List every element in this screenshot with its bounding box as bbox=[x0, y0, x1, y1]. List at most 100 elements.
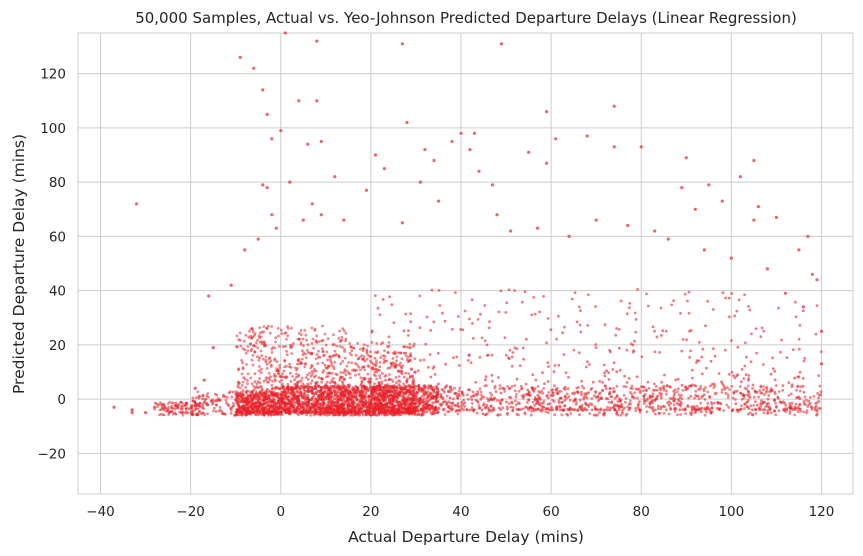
data-point bbox=[408, 391, 411, 394]
data-point bbox=[301, 353, 305, 357]
data-point bbox=[419, 398, 423, 402]
data-point bbox=[774, 413, 778, 417]
data-point bbox=[733, 314, 737, 318]
data-point bbox=[723, 348, 727, 352]
data-point bbox=[368, 383, 372, 387]
data-point bbox=[406, 411, 409, 414]
data-point bbox=[437, 382, 440, 386]
data-point bbox=[303, 394, 306, 398]
data-point bbox=[488, 320, 491, 323]
data-point bbox=[687, 290, 691, 294]
data-point bbox=[793, 413, 797, 417]
data-point bbox=[754, 327, 758, 331]
data-point bbox=[380, 386, 383, 389]
data-point bbox=[700, 372, 704, 376]
data-point bbox=[541, 401, 545, 405]
data-point bbox=[706, 299, 709, 303]
data-point bbox=[731, 408, 735, 412]
data-point bbox=[391, 380, 395, 383]
data-point bbox=[387, 341, 391, 344]
data-point bbox=[779, 350, 782, 354]
data-point bbox=[689, 349, 693, 353]
data-point bbox=[201, 411, 204, 414]
data-point bbox=[190, 403, 194, 407]
data-point bbox=[346, 396, 350, 399]
data-point bbox=[388, 373, 391, 376]
data-point bbox=[270, 387, 274, 391]
data-point bbox=[335, 396, 339, 399]
data-point bbox=[293, 383, 297, 386]
data-point bbox=[276, 410, 279, 414]
data-point bbox=[358, 405, 362, 409]
data-point bbox=[567, 375, 570, 379]
data-point bbox=[762, 329, 766, 333]
data-point bbox=[405, 381, 409, 384]
data-point bbox=[805, 409, 809, 413]
data-point bbox=[506, 385, 509, 388]
data-point bbox=[817, 393, 821, 397]
data-point bbox=[278, 344, 281, 348]
data-point bbox=[429, 411, 433, 414]
data-point bbox=[393, 391, 397, 395]
data-point bbox=[664, 408, 668, 412]
data-point bbox=[265, 388, 269, 391]
data-point bbox=[461, 328, 465, 332]
data-point bbox=[510, 355, 514, 359]
data-point bbox=[395, 407, 399, 411]
data-point bbox=[347, 371, 351, 375]
data-point bbox=[283, 393, 287, 397]
data-point bbox=[180, 411, 184, 415]
data-point bbox=[280, 332, 284, 336]
data-point bbox=[235, 334, 239, 338]
data-point bbox=[376, 350, 380, 353]
data-point bbox=[359, 389, 363, 393]
data-point bbox=[504, 353, 508, 357]
data-point bbox=[762, 385, 765, 388]
data-point bbox=[392, 352, 396, 356]
data-point bbox=[698, 387, 702, 391]
data-point bbox=[202, 407, 206, 410]
data-point bbox=[457, 364, 461, 367]
data-point bbox=[557, 399, 561, 403]
data-point bbox=[475, 411, 479, 415]
data-point bbox=[659, 394, 663, 397]
data-point bbox=[748, 396, 752, 399]
data-point bbox=[166, 402, 170, 405]
data-point bbox=[315, 380, 319, 384]
data-point bbox=[264, 355, 268, 359]
data-point bbox=[601, 388, 604, 392]
data-point bbox=[483, 384, 487, 388]
data-point bbox=[367, 398, 371, 402]
data-point bbox=[252, 385, 256, 388]
data-point bbox=[466, 359, 470, 362]
data-point bbox=[471, 322, 474, 325]
data-point bbox=[358, 402, 361, 406]
data-point bbox=[402, 375, 406, 379]
data-point bbox=[320, 388, 323, 392]
data-point bbox=[635, 375, 639, 379]
data-point bbox=[615, 395, 619, 398]
data-point bbox=[344, 373, 348, 377]
data-point bbox=[752, 395, 756, 399]
data-point bbox=[578, 413, 581, 417]
data-point bbox=[196, 412, 200, 415]
data-point bbox=[510, 364, 514, 368]
data-point bbox=[472, 131, 477, 135]
data-point bbox=[738, 385, 742, 388]
data-point bbox=[620, 402, 623, 406]
data-point bbox=[513, 289, 517, 292]
data-point bbox=[427, 399, 430, 403]
data-point bbox=[285, 391, 289, 395]
data-point bbox=[381, 390, 384, 393]
data-point bbox=[373, 294, 377, 297]
data-point bbox=[400, 357, 404, 361]
data-point bbox=[255, 382, 259, 386]
data-point bbox=[450, 327, 454, 331]
data-point bbox=[278, 364, 281, 367]
data-point bbox=[562, 408, 566, 412]
data-point bbox=[181, 406, 184, 410]
data-point bbox=[724, 392, 728, 395]
data-point bbox=[590, 403, 594, 407]
data-point bbox=[239, 395, 243, 398]
data-point bbox=[370, 341, 374, 344]
